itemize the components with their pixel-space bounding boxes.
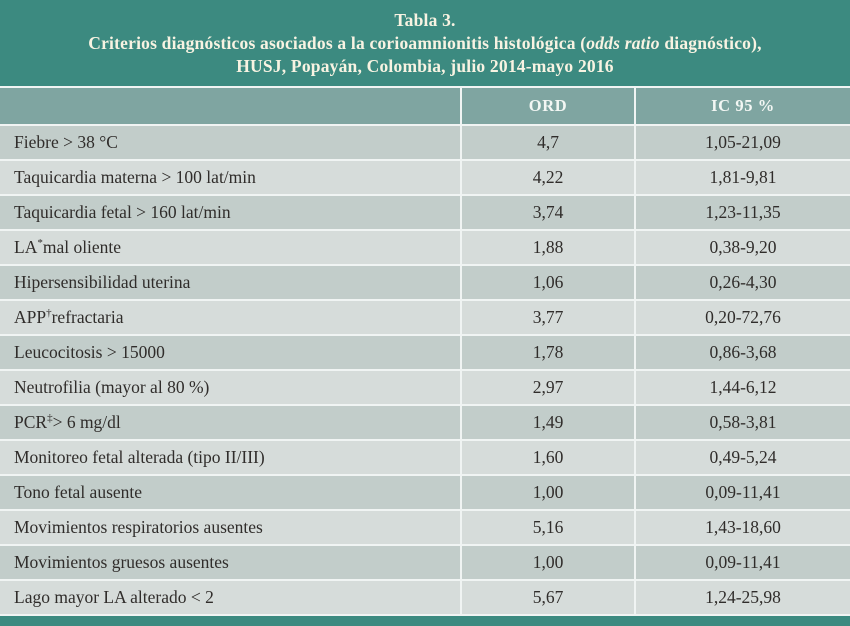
table-number: Tabla 3.: [394, 9, 456, 30]
criterion-cell: PCR ‡ > 6 mg/dl: [0, 406, 460, 439]
criterion-cell: Neutrofilia (mayor al 80 %): [0, 371, 460, 404]
caption-text-pre: Criterios diagnósticos asociados a la co…: [88, 32, 587, 53]
caption-text-post: diagnóstico),: [659, 32, 762, 53]
ord-value-cell: 1,00: [462, 476, 634, 509]
ic95-value-cell: 0,09-11,41: [636, 546, 850, 579]
ic95-value-cell: 0,20-72,76: [636, 301, 850, 334]
ic95-value-cell: 1,23-11,35: [636, 196, 850, 229]
criterion-cell: LA * mal oliente: [0, 231, 460, 264]
criterion-cell: Movimientos gruesos ausentes: [0, 546, 460, 579]
table-body: Fiebre > 38 °C 4,7 1,05-21,09 Taquicardia m…: [0, 126, 850, 614]
table-row: PCR ‡ > 6 mg/dl 1,49 0,58-3,81: [0, 406, 850, 439]
table-caption-line3: HUSJ, Popayán, Colombia, julio 2014-mayo…: [236, 55, 614, 76]
ord-value-cell: 2,97: [462, 371, 634, 404]
header-ord: ORD: [462, 88, 634, 124]
criterion-cell: Taquicardia materna > 100 lat/min: [0, 161, 460, 194]
ic95-value-cell: 0,49-5,24: [636, 441, 850, 474]
table-row: APP † refractaria 3,77 0,20-72,76: [0, 301, 850, 334]
column-header-row: ORD IC 95 %: [0, 88, 850, 124]
criterion-cell: Lago mayor LA alterado < 2: [0, 581, 460, 614]
header-criterion-empty: [0, 88, 460, 124]
table-row: Fiebre > 38 °C 4,7 1,05-21,09: [0, 126, 850, 159]
table-caption-line2: Criterios diagnósticos asociados a la co…: [88, 32, 762, 55]
table-row: LA * mal oliente 1,88 0,38-9,20: [0, 231, 850, 264]
ic95-value-cell: 0,09-11,41: [636, 476, 850, 509]
ord-value-cell: 5,16: [462, 511, 634, 544]
ord-value-cell: 1,88: [462, 231, 634, 264]
ord-value-cell: 4,7: [462, 126, 634, 159]
ic95-value-cell: 1,43-18,60: [636, 511, 850, 544]
table-row: Taquicardia materna > 100 lat/min 4,22 1,8…: [0, 161, 850, 194]
ord-value-cell: 1,60: [462, 441, 634, 474]
criterion-cell: Taquicardia fetal > 160 lat/min: [0, 196, 460, 229]
table-title-band: Tabla 3. Criterios diagnósticos asociado…: [0, 0, 850, 86]
ic95-value-cell: 1,44-6,12: [636, 371, 850, 404]
caption-text-italic: odds ratio: [586, 32, 660, 53]
criterion-cell: Movimientos respiratorios ausentes: [0, 511, 460, 544]
ord-value-cell: 5,67: [462, 581, 634, 614]
ic95-value-cell: 1,81-9,81: [636, 161, 850, 194]
ord-value-cell: 1,00: [462, 546, 634, 579]
table-row: Neutrofilia (mayor al 80 %) 2,97 1,44-6,12: [0, 371, 850, 404]
ord-value-cell: 1,49: [462, 406, 634, 439]
table-row: Tono fetal ausente 1,00 0,09-11,41: [0, 476, 850, 509]
ic95-value-cell: 0,26-4,30: [636, 266, 850, 299]
criterion-cell: Tono fetal ausente: [0, 476, 460, 509]
table-row: Movimientos gruesos ausentes 1,00 0,09-11,…: [0, 546, 850, 579]
header-ic95: IC 95 %: [636, 88, 850, 124]
table-row: Taquicardia fetal > 160 lat/min 3,74 1,23-…: [0, 196, 850, 229]
criterion-cell: Monitoreo fetal alterada (tipo II/III): [0, 441, 460, 474]
ic95-value-cell: 1,05-21,09: [636, 126, 850, 159]
table-row: Leucocitosis > 15000 1,78 0,86-3,68: [0, 336, 850, 369]
ord-value-cell: 4,22: [462, 161, 634, 194]
table-row: Movimientos respiratorios ausentes 5,16 1,…: [0, 511, 850, 544]
table-row: Monitoreo fetal alterada (tipo II/III) 1,…: [0, 441, 850, 474]
ord-value-cell: 1,06: [462, 266, 634, 299]
ic95-value-cell: 0,58-3,81: [636, 406, 850, 439]
ord-value-cell: 3,74: [462, 196, 634, 229]
ic95-value-cell: 0,86-3,68: [636, 336, 850, 369]
ic95-value-cell: 0,38-9,20: [636, 231, 850, 264]
criterion-cell: Hipersensibilidad uterina: [0, 266, 460, 299]
criterion-cell: APP † refractaria: [0, 301, 460, 334]
criterion-cell: Fiebre > 38 °C: [0, 126, 460, 159]
criterion-cell: Leucocitosis > 15000: [0, 336, 460, 369]
ord-value-cell: 1,78: [462, 336, 634, 369]
table-row: Hipersensibilidad uterina 1,06 0,26-4,30: [0, 266, 850, 299]
ic95-value-cell: 1,24-25,98: [636, 581, 850, 614]
table-row: Lago mayor LA alterado < 2 5,67 1,24-25,98: [0, 581, 850, 614]
bottom-border-bar: [0, 616, 850, 626]
ord-value-cell: 3,77: [462, 301, 634, 334]
